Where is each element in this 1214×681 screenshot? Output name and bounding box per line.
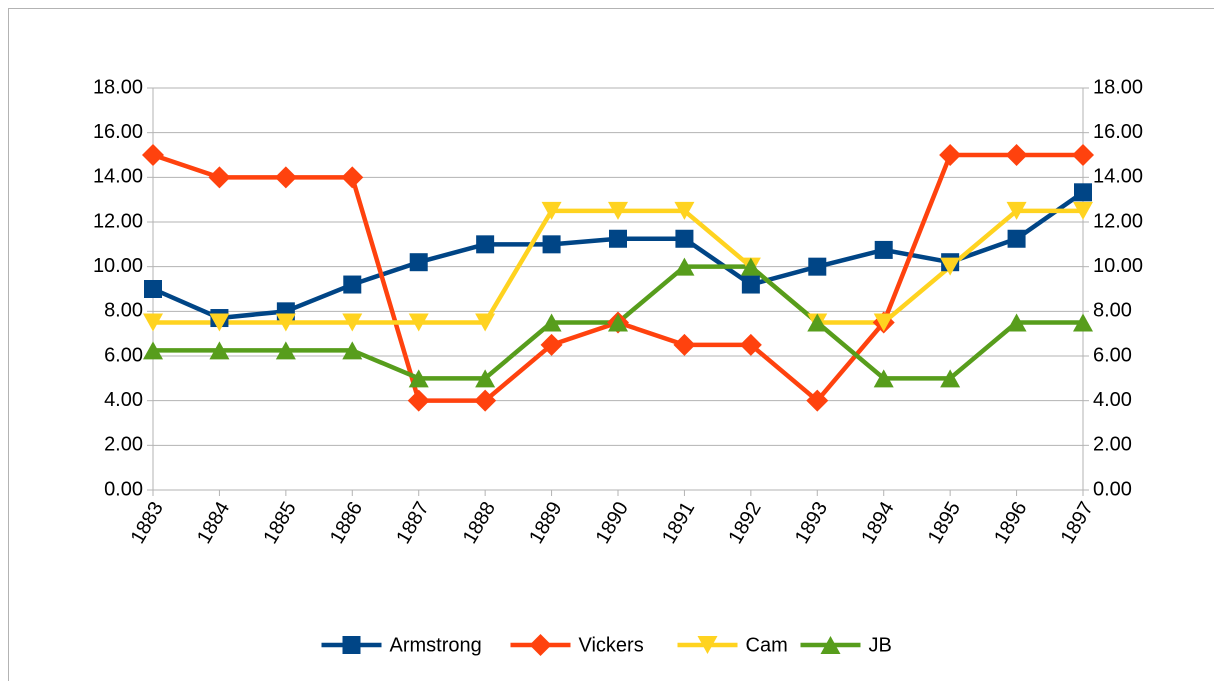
y-tick-label: 8.00 (104, 300, 143, 322)
point (1005, 144, 1028, 166)
point (609, 229, 627, 248)
point (342, 313, 363, 332)
point (807, 313, 828, 332)
point (608, 201, 628, 220)
point (474, 389, 497, 412)
legend-marker (529, 634, 552, 656)
point (739, 333, 762, 356)
y2-tick-label: 18.00 (1093, 76, 1143, 98)
point (144, 280, 162, 298)
point (939, 144, 962, 166)
point (274, 166, 297, 189)
x-tick-label: 1883 (127, 498, 168, 548)
y2-tick-label: 16.00 (1093, 121, 1143, 143)
point (208, 166, 231, 189)
y-tick-label: 10.00 (93, 255, 143, 277)
point (1072, 144, 1094, 166)
point (407, 389, 430, 412)
x-tick-label: 1886 (326, 498, 367, 548)
y-tick-label: 12.00 (93, 210, 143, 232)
y-tick-label: 4.00 (104, 389, 143, 411)
y-tick-label: 18.00 (93, 76, 143, 98)
point (740, 257, 761, 276)
point (341, 166, 364, 189)
point (1007, 229, 1026, 248)
y2-tick-label: 2.00 (1093, 434, 1132, 456)
x-tick-label: 1894 (857, 498, 898, 548)
x-tick-label: 1884 (193, 498, 234, 548)
legend-label: JB (869, 634, 892, 656)
point (1073, 313, 1093, 332)
point (143, 341, 163, 360)
point (673, 333, 696, 356)
point (940, 257, 961, 276)
point (209, 313, 230, 332)
x-tick-label: 1885 (259, 498, 300, 548)
x-tick-label: 1897 (1057, 498, 1098, 548)
point (475, 313, 496, 332)
series-line (152, 152, 1083, 403)
legend-label: Vickers (579, 634, 644, 656)
point (674, 201, 695, 220)
x-tick-label: 1896 (990, 498, 1031, 548)
legend-label: Cam (746, 634, 788, 656)
x-tick-label: 1887 (392, 498, 433, 548)
point (1006, 313, 1027, 332)
y2-tick-label: 6.00 (1093, 344, 1132, 366)
y2-tick-label: 10.00 (1093, 255, 1143, 277)
point (741, 275, 760, 294)
point (275, 341, 296, 360)
point (873, 369, 894, 388)
y2-tick-label: 4.00 (1093, 389, 1132, 411)
point (1006, 201, 1027, 220)
point (542, 235, 561, 254)
point (541, 313, 562, 332)
point (874, 240, 893, 259)
x-tick-label: 1891 (658, 498, 699, 548)
point (275, 313, 296, 332)
y2-tick-label: 12.00 (1093, 210, 1143, 232)
x-tick-label: 1890 (592, 498, 633, 548)
point (343, 275, 362, 294)
y2-tick-label: 0.00 (1093, 478, 1132, 500)
x-tick-label: 1893 (791, 498, 832, 548)
legend-marker (697, 636, 718, 654)
point (408, 313, 429, 332)
y-tick-label: 0.00 (104, 478, 143, 500)
point (541, 201, 562, 220)
point (408, 369, 429, 388)
point (608, 313, 628, 332)
y-tick-label: 2.00 (104, 434, 143, 456)
point (142, 144, 164, 166)
x-tick-label: 1889 (525, 498, 566, 548)
y2-tick-label: 8.00 (1093, 300, 1132, 322)
point (940, 369, 961, 388)
point (409, 253, 428, 272)
x-tick-label: 1895 (924, 498, 965, 548)
x-tick-label: 1892 (724, 498, 765, 548)
chart-frame (8, 8, 1214, 681)
x-tick-label: 1888 (459, 498, 500, 548)
y-tick-label: 6.00 (104, 344, 143, 366)
point (808, 257, 827, 276)
y-tick-label: 14.00 (93, 166, 143, 188)
point (806, 389, 829, 412)
point (540, 333, 563, 356)
point (1074, 183, 1092, 202)
legend-marker (342, 636, 361, 654)
legend-marker (820, 636, 841, 654)
point (675, 229, 694, 248)
y-tick-label: 16.00 (93, 121, 143, 143)
point (475, 369, 496, 388)
legend-label: Armstrong (390, 634, 482, 656)
point (342, 341, 363, 360)
y2-tick-label: 14.00 (1093, 166, 1143, 188)
point (209, 341, 230, 360)
point (873, 313, 894, 332)
point (1073, 201, 1093, 220)
point (143, 313, 163, 332)
point (476, 235, 495, 254)
point (674, 257, 695, 276)
